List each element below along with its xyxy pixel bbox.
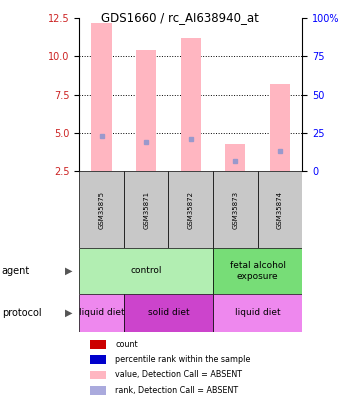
Bar <box>124 171 168 248</box>
Bar <box>270 84 290 171</box>
Text: control: control <box>130 266 162 275</box>
Bar <box>168 171 213 248</box>
Bar <box>79 171 124 248</box>
Text: liquid diet: liquid diet <box>79 309 124 318</box>
Text: percentile rank within the sample: percentile rank within the sample <box>115 355 251 364</box>
Text: ▶: ▶ <box>65 266 72 276</box>
Bar <box>124 294 213 332</box>
Text: fetal alcohol
exposure: fetal alcohol exposure <box>230 261 286 281</box>
Text: value, Detection Call = ABSENT: value, Detection Call = ABSENT <box>115 370 242 379</box>
Text: GDS1660 / rc_AI638940_at: GDS1660 / rc_AI638940_at <box>101 11 259 24</box>
Text: liquid diet: liquid diet <box>235 309 280 318</box>
Text: GSM35871: GSM35871 <box>143 190 149 229</box>
Text: GSM35874: GSM35874 <box>277 191 283 228</box>
Bar <box>90 371 107 379</box>
Text: ▶: ▶ <box>65 308 72 318</box>
Text: GSM35873: GSM35873 <box>233 190 238 229</box>
Text: solid diet: solid diet <box>148 309 189 318</box>
Text: GSM35875: GSM35875 <box>99 191 104 228</box>
Bar <box>90 340 107 349</box>
Bar <box>136 50 156 171</box>
Bar <box>213 248 302 294</box>
Text: GSM35872: GSM35872 <box>188 191 194 228</box>
Bar <box>225 144 246 171</box>
Text: protocol: protocol <box>2 308 41 318</box>
Bar <box>213 171 258 248</box>
Bar <box>90 356 107 364</box>
Bar <box>213 294 302 332</box>
Bar <box>90 386 107 395</box>
Text: rank, Detection Call = ABSENT: rank, Detection Call = ABSENT <box>115 386 238 395</box>
Text: agent: agent <box>2 266 30 276</box>
Bar <box>79 294 124 332</box>
Bar <box>91 23 112 171</box>
Bar <box>258 171 302 248</box>
Bar <box>181 38 201 171</box>
Bar <box>79 248 213 294</box>
Text: count: count <box>115 340 138 349</box>
